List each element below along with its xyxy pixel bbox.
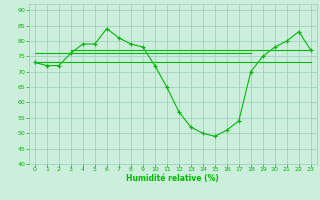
X-axis label: Humidité relative (%): Humidité relative (%) — [126, 174, 219, 183]
